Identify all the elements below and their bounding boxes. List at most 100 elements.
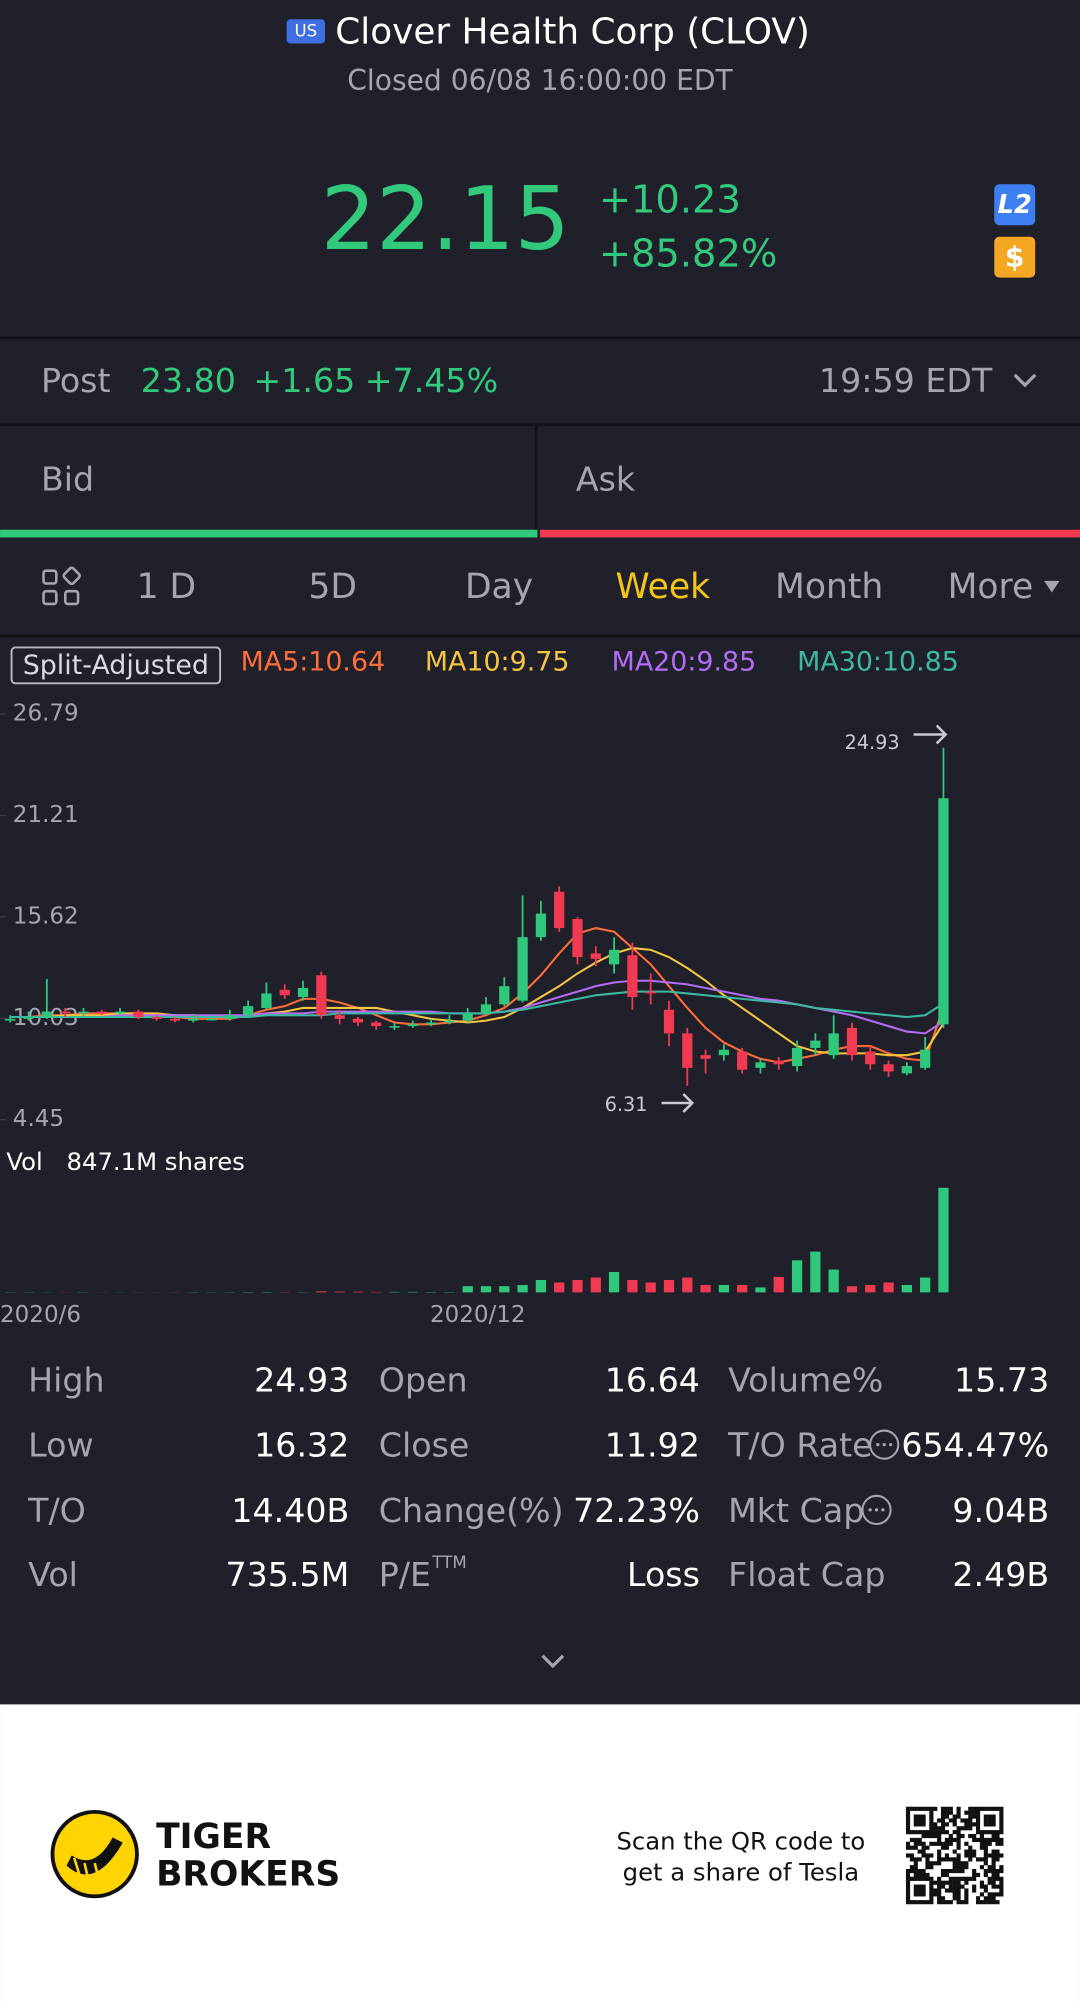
dollar-badge-bg[interactable]	[994, 236, 1036, 278]
qr-module	[944, 1872, 950, 1878]
qr-module	[956, 1868, 961, 1874]
qr-module	[983, 1837, 988, 1843]
candle-body	[261, 993, 272, 1008]
qr-module	[952, 1884, 957, 1889]
qr-module	[940, 1845, 946, 1850]
qr-module	[933, 1892, 938, 1897]
qr-module	[933, 1822, 938, 1827]
candle-body	[718, 1049, 729, 1056]
qr-module	[987, 1814, 992, 1819]
qr-module	[972, 1884, 977, 1889]
qr-module	[921, 1892, 926, 1897]
qr-module	[991, 1837, 996, 1843]
qr-module	[968, 1806, 973, 1811]
qr-module	[905, 1845, 911, 1850]
qr-module	[972, 1853, 977, 1858]
candle-body	[590, 953, 601, 959]
qr-module	[952, 1857, 957, 1862]
qr-module	[940, 1857, 946, 1862]
collapse-chevron[interactable]	[541, 1654, 565, 1669]
dollar-badge[interactable]: $	[1005, 240, 1025, 273]
qr-module	[979, 1884, 985, 1889]
candle-body	[554, 891, 565, 929]
tab[interactable]: Week	[616, 567, 711, 607]
stat-label: T/O Rate	[727, 1426, 873, 1465]
qr-module	[905, 1806, 911, 1811]
qr-module	[987, 1865, 992, 1870]
qr-module	[987, 1806, 992, 1811]
candle-body	[700, 1055, 711, 1059]
volume-bar	[663, 1280, 675, 1293]
candle-body	[791, 1047, 803, 1067]
qr-module	[929, 1814, 934, 1819]
info-icons[interactable]	[861, 1429, 900, 1525]
qr-module	[940, 1872, 946, 1878]
qr-module	[972, 1814, 977, 1819]
post-time[interactable]: 19:59 EDT	[819, 361, 993, 400]
expand-chevron[interactable]	[1013, 373, 1037, 388]
candle-body	[682, 1033, 693, 1068]
qr-module	[929, 1818, 934, 1823]
qr-module	[972, 1849, 977, 1854]
stat-label: Close	[379, 1426, 470, 1465]
split-adjusted[interactable]: Split-Adjusted	[23, 650, 209, 681]
candle-body	[41, 1011, 52, 1018]
qr-module	[905, 1822, 911, 1827]
tab[interactable]: 1 D	[137, 567, 197, 607]
split-adjusted-box[interactable]	[10, 646, 222, 685]
qr-module	[987, 1900, 992, 1905]
qr-module	[979, 1837, 985, 1843]
qr-module	[937, 1837, 942, 1843]
volume-bar	[535, 1280, 547, 1293]
qr-module	[991, 1830, 996, 1835]
qr-module	[948, 1880, 953, 1885]
tab[interactable]: Day	[465, 567, 533, 607]
high-marker: 24.93	[845, 731, 900, 754]
candle-body	[901, 1066, 912, 1074]
qr-module	[975, 1896, 981, 1901]
qr-module	[921, 1876, 926, 1881]
level2-badge[interactable]: L2	[998, 190, 1032, 220]
candle-body	[5, 1018, 16, 1021]
candle-body	[663, 1009, 675, 1034]
qr-module	[964, 1826, 969, 1831]
level2-badge-bg[interactable]	[994, 184, 1036, 226]
qr-module	[940, 1900, 946, 1905]
qr-module	[948, 1868, 953, 1874]
qr-module	[964, 1849, 969, 1854]
volume-bar	[846, 1286, 858, 1293]
qr-module	[995, 1900, 1000, 1905]
candle-body	[883, 1064, 894, 1072]
qr-module	[937, 1818, 942, 1823]
qr-module	[944, 1853, 950, 1858]
volume-bar	[590, 1277, 601, 1293]
qr-module	[933, 1888, 938, 1893]
qr-module	[964, 1888, 969, 1893]
qr-module	[917, 1818, 922, 1823]
qr-module	[917, 1822, 922, 1827]
qr-module	[917, 1837, 922, 1843]
qr-module	[940, 1830, 946, 1835]
tab[interactable]: Month	[775, 567, 883, 607]
layout-icon[interactable]	[42, 566, 81, 606]
more-caret[interactable]	[1044, 580, 1060, 593]
qr-module	[944, 1806, 950, 1811]
qr-module	[975, 1872, 981, 1878]
qr-module	[933, 1861, 938, 1866]
tab[interactable]: More	[948, 567, 1034, 607]
qr-module	[917, 1884, 922, 1889]
volume-bar	[791, 1260, 803, 1293]
stat-value: 24.93	[254, 1360, 349, 1399]
qr-module	[995, 1892, 1000, 1897]
qr-module	[913, 1884, 918, 1889]
qr-module	[944, 1845, 950, 1850]
qr-module	[917, 1900, 922, 1905]
candle-body	[517, 937, 528, 1001]
qr-module	[983, 1888, 988, 1893]
qr-module	[913, 1845, 918, 1850]
price-change-pct: +85.82%	[599, 231, 777, 276]
tab[interactable]: 5D	[308, 567, 357, 607]
qr-module	[905, 1888, 911, 1893]
qr-module	[940, 1868, 946, 1874]
